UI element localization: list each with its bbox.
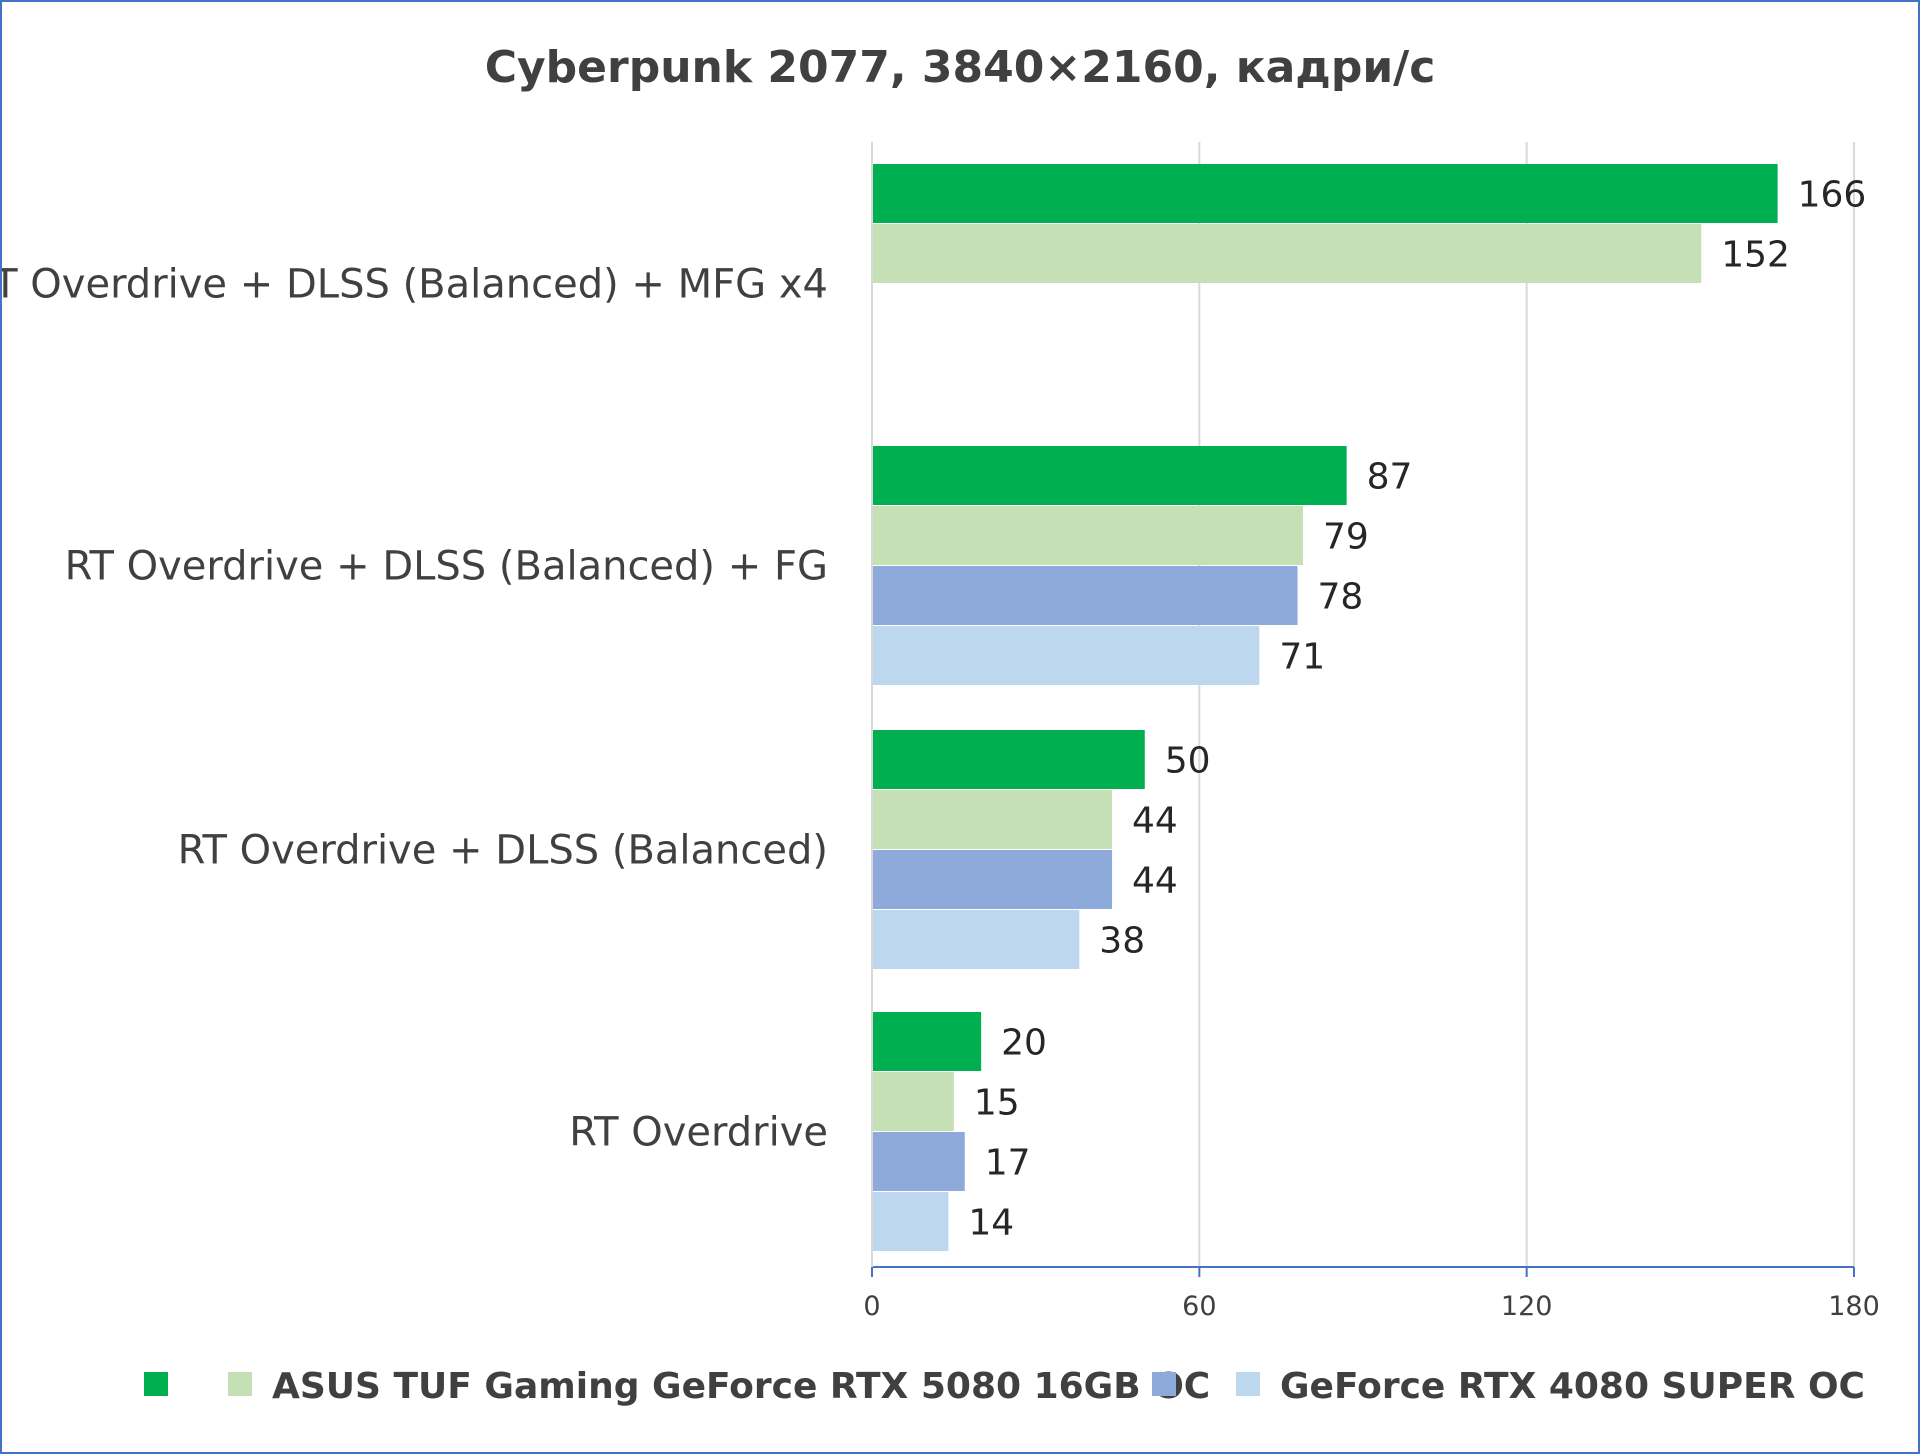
grid-lines	[1198, 142, 1855, 1267]
category-label: RT Overdrive	[569, 1110, 828, 1156]
bar	[872, 730, 1145, 789]
bar	[872, 566, 1298, 625]
category-labels: RT Overdrive + DLSS (Balanced) + MFG x4 R…	[2, 262, 828, 1156]
category-label: RT Overdrive + DLSS (Balanced) + MFG x4	[2, 262, 828, 308]
data-label: 71	[1279, 637, 1325, 678]
data-label: 15	[974, 1083, 1020, 1124]
bar	[872, 850, 1113, 909]
legend-swatch	[1152, 1372, 1176, 1396]
x-tick-label: 60	[1182, 1291, 1216, 1322]
bar	[872, 790, 1113, 849]
x-tick-label: 120	[1501, 1291, 1553, 1322]
data-label: 87	[1367, 457, 1413, 498]
x-axis: 0 60 120 180	[863, 142, 1880, 1322]
data-label: 17	[985, 1143, 1031, 1184]
bar	[872, 626, 1260, 685]
data-label: 38	[1099, 921, 1145, 962]
x-tick-label: 180	[1828, 1291, 1880, 1322]
category-label: RT Overdrive + DLSS (Balanced)	[178, 828, 828, 874]
x-tick-label: 0	[863, 1291, 880, 1322]
data-label: 20	[1001, 1023, 1047, 1064]
bars	[872, 164, 1778, 1251]
bar	[872, 506, 1303, 565]
legend-swatch	[1236, 1372, 1260, 1396]
data-label: 78	[1318, 577, 1364, 618]
legend-entry-label: GeForce RTX 4080 SUPER OC	[1280, 1366, 1865, 1407]
bar	[872, 446, 1347, 505]
bar	[872, 1072, 954, 1131]
legend: ASUS TUF Gaming GeForce RTX 5080 16GB OC…	[144, 1366, 1865, 1407]
chart-title: Cyberpunk 2077, 3840×2160, кадри/с	[485, 42, 1436, 93]
category-label: RT Overdrive + DLSS (Balanced) + FG	[65, 544, 828, 590]
bar	[872, 1132, 965, 1191]
data-label: 166	[1798, 175, 1867, 216]
bar	[872, 164, 1778, 223]
bar	[872, 224, 1702, 283]
bar	[872, 1012, 982, 1071]
legend-entry-label: ASUS TUF Gaming GeForce RTX 5080 16GB OC	[272, 1366, 1210, 1407]
bar	[872, 1192, 949, 1251]
data-label: 152	[1721, 235, 1790, 276]
data-label: 44	[1132, 861, 1178, 902]
data-label: 44	[1132, 801, 1178, 842]
data-label: 14	[968, 1203, 1014, 1244]
data-label: 79	[1323, 517, 1369, 558]
data-label: 50	[1165, 741, 1211, 782]
legend-swatch	[144, 1372, 168, 1396]
bar	[872, 910, 1080, 969]
legend-swatch	[228, 1372, 252, 1396]
